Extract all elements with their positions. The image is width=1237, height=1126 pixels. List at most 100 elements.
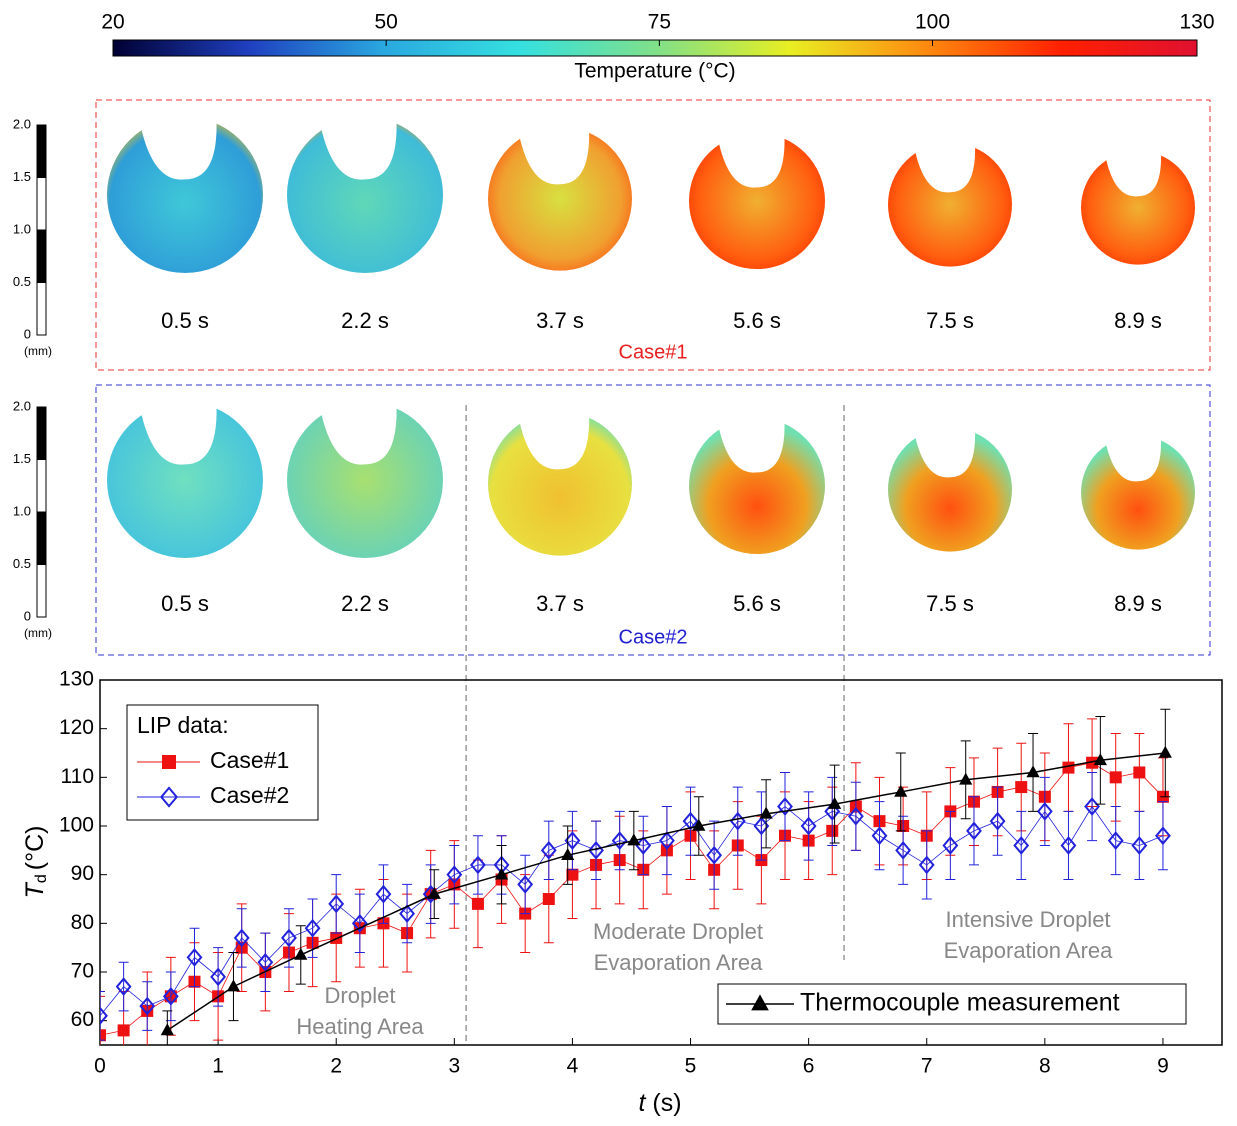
droplet bbox=[689, 418, 825, 554]
marker bbox=[1107, 831, 1124, 850]
scale-segment bbox=[36, 177, 47, 231]
x-tick-label: 5 bbox=[685, 1055, 697, 1078]
x-tick-label: 3 bbox=[448, 1055, 460, 1078]
marker bbox=[139, 996, 156, 1016]
error-bar bbox=[1016, 810, 1027, 881]
marker bbox=[682, 811, 699, 831]
x-tick-label: 1 bbox=[212, 1055, 224, 1078]
marker bbox=[115, 977, 132, 996]
error-bar bbox=[780, 771, 791, 842]
time-label: 2.2 s bbox=[341, 591, 389, 616]
error-bar bbox=[189, 927, 200, 988]
droplet bbox=[107, 402, 263, 558]
marker bbox=[611, 831, 628, 850]
marker bbox=[100, 1029, 106, 1042]
y-axis-label: Td (°C) bbox=[21, 826, 51, 899]
marker bbox=[561, 848, 575, 860]
error-bar bbox=[1157, 801, 1168, 871]
marker bbox=[399, 904, 415, 923]
marker bbox=[918, 855, 935, 875]
error-bar bbox=[850, 781, 861, 851]
marker bbox=[800, 816, 817, 836]
marker bbox=[1131, 836, 1148, 855]
error-bar bbox=[874, 801, 885, 871]
scale-label: 2.0 bbox=[13, 398, 31, 413]
scale-label: 2.0 bbox=[13, 116, 31, 131]
region-annotation: Heating Area bbox=[296, 1014, 424, 1039]
droplet-notch bbox=[716, 129, 785, 188]
x-tick-label: 9 bbox=[1157, 1055, 1169, 1078]
colorbar-label: Temperature (°C) bbox=[574, 60, 735, 83]
error-bar bbox=[378, 864, 389, 924]
droplet-notch bbox=[912, 139, 976, 193]
marker bbox=[1109, 771, 1122, 784]
y-tick-label: 60 bbox=[71, 1008, 94, 1031]
error-bar bbox=[567, 810, 578, 871]
marker bbox=[351, 913, 368, 933]
x-tick-label: 0 bbox=[94, 1055, 106, 1078]
marker bbox=[542, 893, 555, 905]
error-bar bbox=[100, 990, 105, 1041]
marker bbox=[566, 868, 579, 881]
marker bbox=[294, 947, 308, 960]
x-tick-label: 7 bbox=[921, 1055, 933, 1078]
scale-label: 0 bbox=[24, 326, 31, 341]
x-label-unit: (s) bbox=[652, 1089, 681, 1117]
marker bbox=[1133, 766, 1146, 779]
marker bbox=[186, 948, 203, 967]
y-tick-label: 70 bbox=[71, 960, 94, 983]
legend-box bbox=[717, 983, 1187, 1025]
error-bar bbox=[402, 883, 413, 944]
droplet bbox=[1081, 150, 1195, 265]
marker bbox=[692, 818, 706, 831]
error-bar bbox=[236, 908, 247, 968]
scale-label: 1.0 bbox=[13, 221, 31, 236]
marker bbox=[1026, 765, 1040, 778]
droplet bbox=[488, 126, 632, 271]
time-label: 8.9 s bbox=[1114, 591, 1162, 616]
marker bbox=[328, 894, 345, 914]
marker bbox=[330, 931, 343, 944]
marker bbox=[257, 952, 274, 972]
scale-label: 0.5 bbox=[13, 556, 31, 571]
colorbar-tick-label: 100 bbox=[915, 11, 950, 34]
marker bbox=[210, 967, 227, 987]
error-bar bbox=[827, 776, 838, 846]
error-bar bbox=[543, 820, 554, 881]
plot-frame bbox=[99, 679, 1223, 1046]
colorbar-tick-label: 20 bbox=[101, 11, 124, 34]
droplet-notch bbox=[138, 113, 217, 180]
time-label: 2.2 s bbox=[341, 308, 389, 333]
droplet-notch bbox=[516, 408, 590, 470]
marker bbox=[627, 833, 641, 846]
time-label: 0.5 s bbox=[161, 591, 209, 616]
error-bar bbox=[638, 815, 649, 876]
marker bbox=[446, 865, 463, 885]
marker bbox=[1158, 745, 1172, 758]
error-bar bbox=[118, 961, 129, 1012]
scale-segment bbox=[36, 124, 47, 178]
marker bbox=[942, 836, 959, 855]
marker bbox=[117, 1024, 130, 1037]
error-bar bbox=[992, 786, 1003, 856]
region-annotation: Evaporation Area bbox=[594, 950, 764, 975]
error-bar bbox=[614, 810, 625, 871]
time-label: 7.5 s bbox=[926, 308, 974, 333]
marker bbox=[989, 811, 1006, 831]
region-annotation: Intensive Droplet bbox=[945, 907, 1110, 932]
x-axis-label: t (s) bbox=[638, 1089, 681, 1117]
marker bbox=[759, 806, 773, 819]
error-bar bbox=[968, 796, 979, 866]
region-annotation: Evaporation Area bbox=[944, 938, 1114, 963]
error-bar bbox=[945, 810, 956, 881]
colorbar bbox=[112, 39, 1198, 57]
droplet-notch bbox=[716, 414, 785, 473]
legend-label: Case#2 bbox=[210, 782, 289, 808]
scale-label: 1.5 bbox=[13, 451, 31, 466]
x-tick-label: 8 bbox=[1039, 1055, 1051, 1078]
plot-data bbox=[100, 708, 1172, 1045]
marker bbox=[1062, 761, 1075, 774]
error-bar bbox=[803, 791, 814, 861]
droplet bbox=[1081, 435, 1195, 550]
marker bbox=[517, 875, 534, 894]
